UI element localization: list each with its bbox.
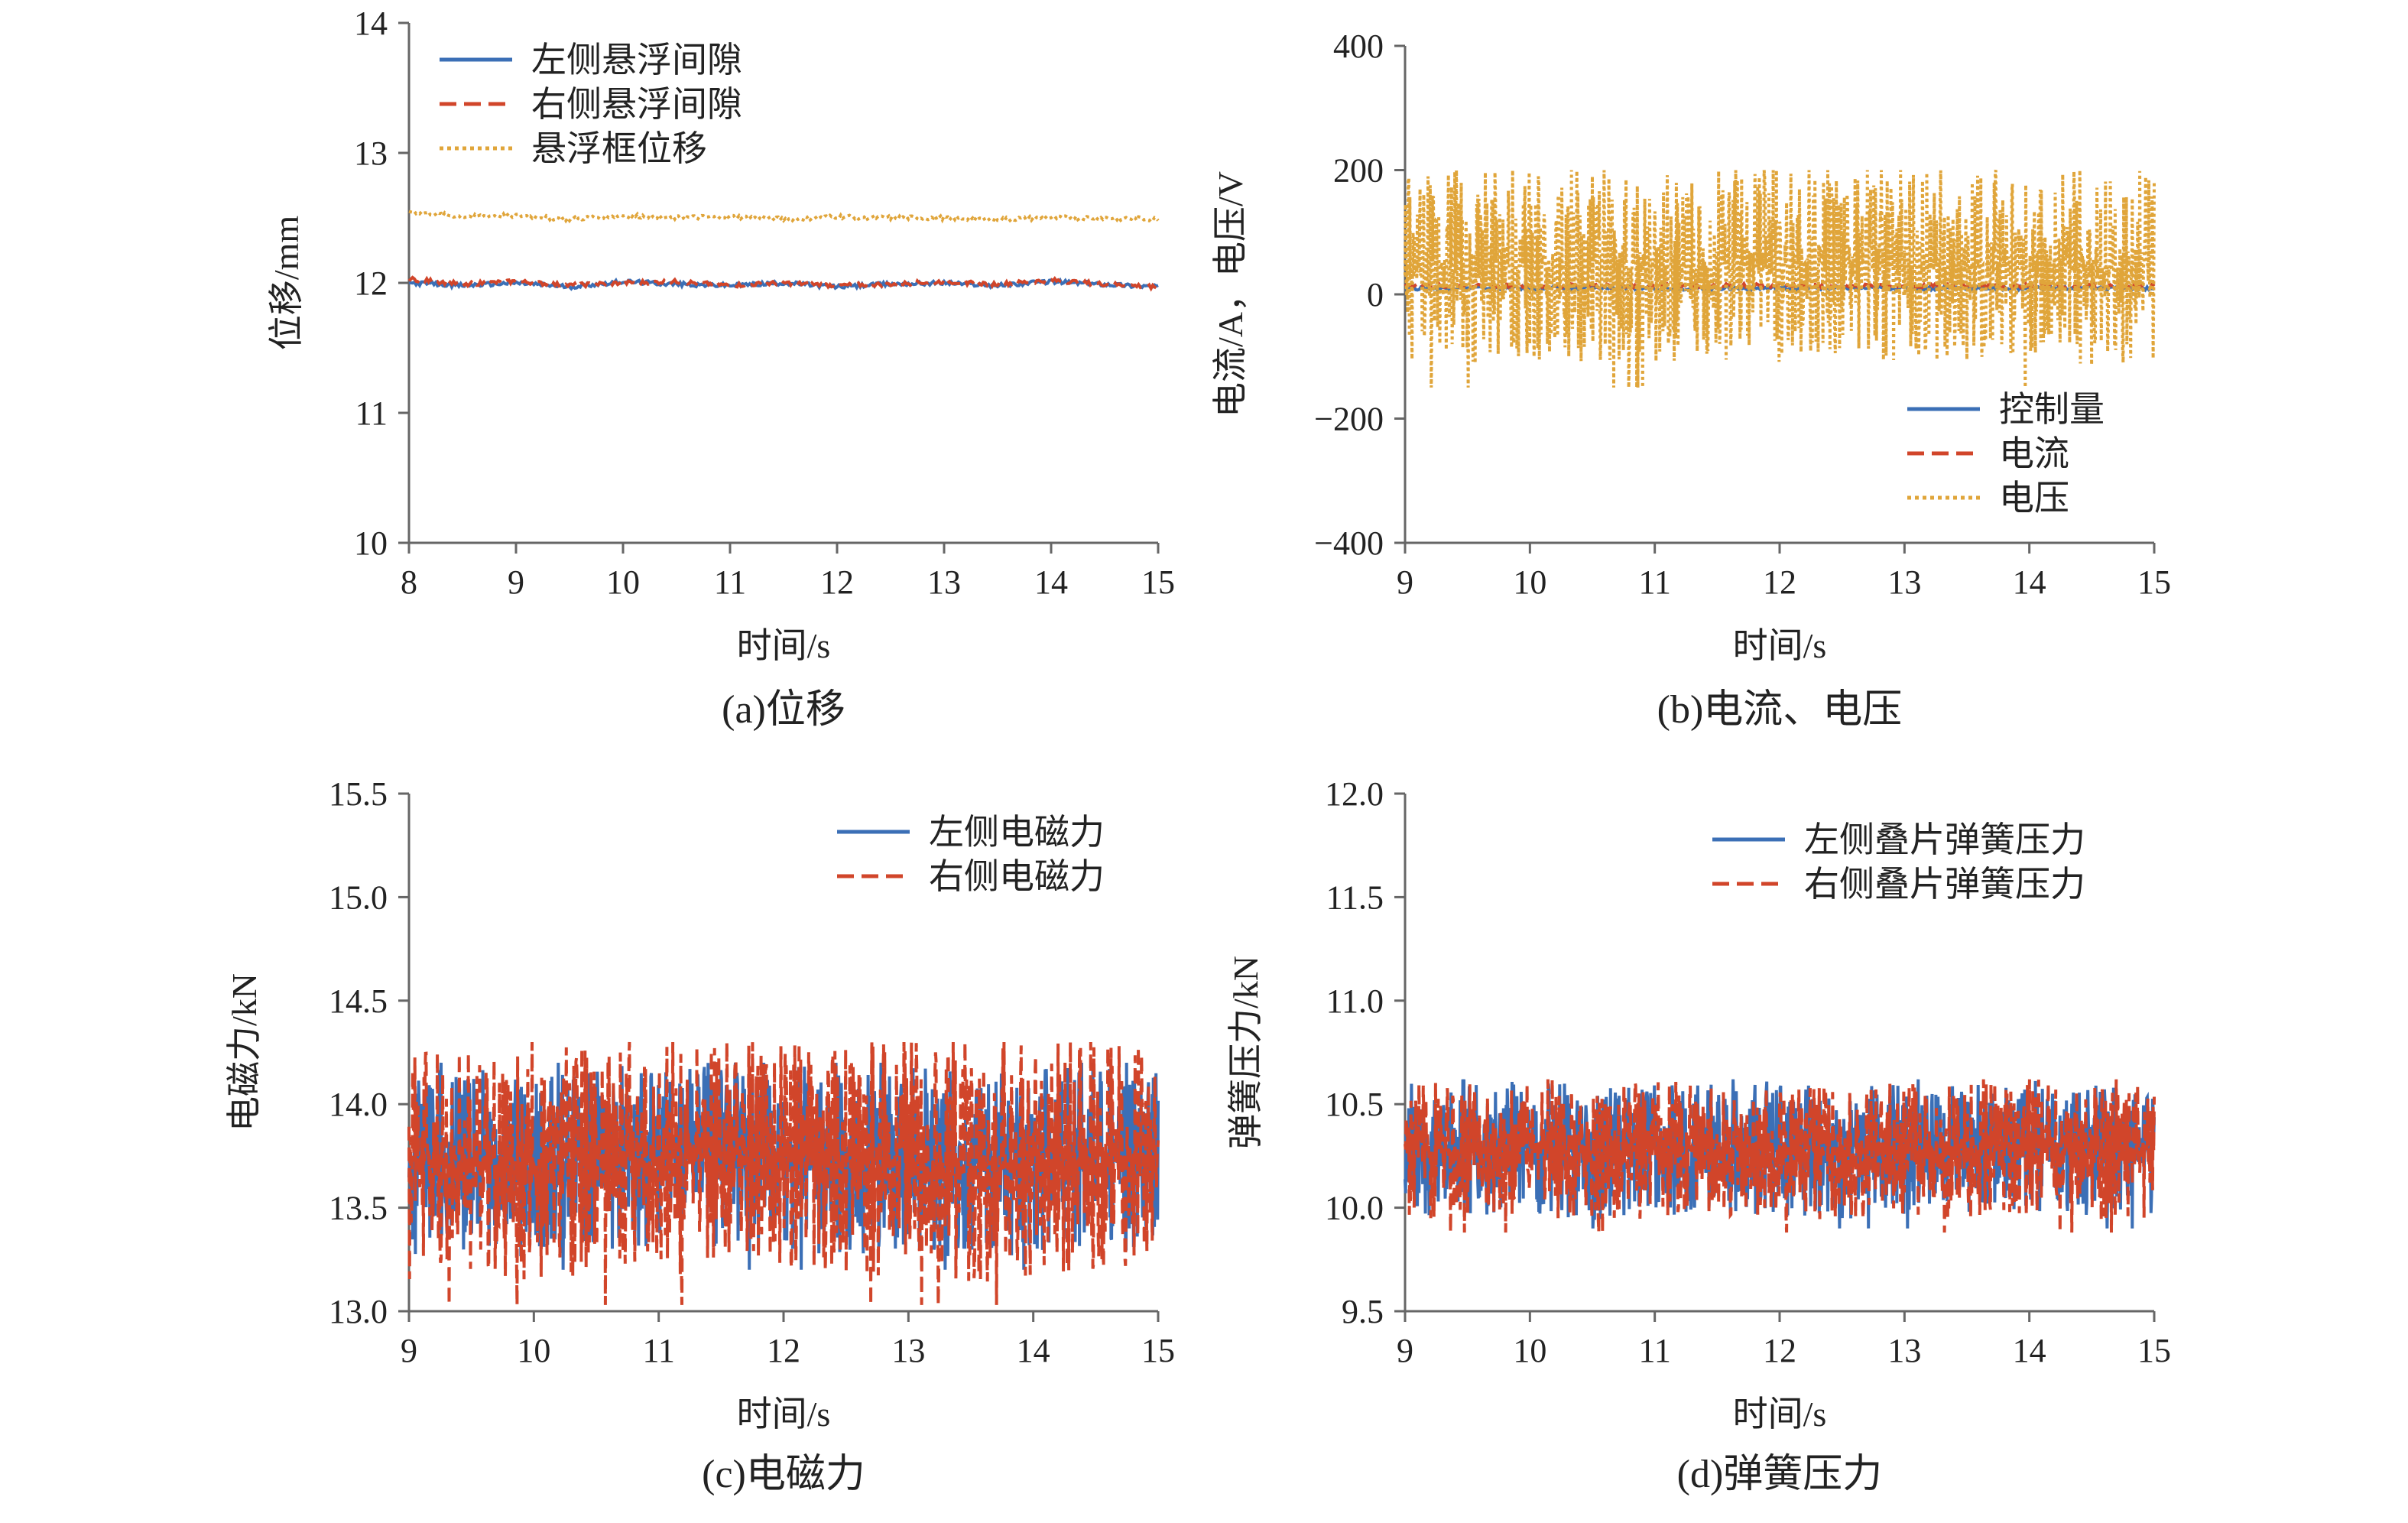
x-axis-label: 时间/s [1733, 626, 1827, 665]
series-line [407, 275, 1159, 292]
y-tick-label: 13.5 [329, 1190, 388, 1227]
x-tick-label: 9 [1397, 563, 1413, 601]
x-tick-label: 9 [401, 1332, 417, 1369]
x-tick-label: 12 [767, 1332, 800, 1369]
x-tick-label: 10 [1513, 1332, 1546, 1369]
y-tick-label: 10.5 [1325, 1086, 1384, 1123]
x-tick-label: 11 [642, 1332, 674, 1369]
series-2 [1404, 1079, 2156, 1233]
chart-panel-2: −400 −200 0 200 400 9 10 11 12 13 14 15 时间/s 电流/A，电压/… [1211, 28, 2171, 732]
legend-label: 控制量 [1999, 390, 2105, 429]
y-tick-label: −200 [1314, 401, 1384, 438]
y-tick-label: 12.0 [1325, 775, 1384, 813]
series-2 [407, 275, 1159, 292]
x-tick-label: 15 [1141, 1332, 1175, 1369]
y-axis-label: 位移/mm [267, 216, 306, 351]
y-axis-label: 弹簧压力/kN [1226, 956, 1265, 1149]
y-axis-label: 电磁力/kN [225, 973, 264, 1132]
y-tick-label: 13 [354, 135, 388, 172]
panel-caption: (c)电磁力 [702, 1453, 865, 1496]
x-tick-label: 14 [2013, 563, 2046, 601]
y-tick-label: 15.0 [329, 878, 388, 916]
x-tick-label: 13 [1887, 1332, 1921, 1369]
legend-label: 右侧叠片弹簧压力 [1804, 865, 2085, 904]
y-tick-label: 10 [354, 524, 388, 562]
series-2 [407, 1041, 1160, 1305]
x-tick-label: 10 [517, 1332, 550, 1369]
panel-caption: (b)电流、电压 [1657, 688, 1903, 732]
x-tick-label: 15 [1141, 563, 1175, 601]
x-tick-label: 13 [891, 1332, 925, 1369]
series-line [1404, 1079, 2156, 1233]
legend-label: 电压 [1999, 479, 2069, 518]
x-tick-label: 11 [1638, 563, 1670, 601]
y-tick-label: 11.0 [1326, 982, 1384, 1020]
chart-panel-3: 13.0 13.5 14.0 14.5 15.0 15.5 9 10 11 12 13 14 15 时间/… [225, 775, 1175, 1496]
legend-label: 左侧悬浮间隙 [531, 41, 742, 80]
panel-caption: (a)位移 [722, 688, 845, 732]
series-line [408, 209, 1160, 224]
x-tick-label: 12 [820, 563, 854, 601]
x-axis-label: 时间/s [737, 626, 831, 665]
x-axis-label: 时间/s [737, 1395, 831, 1434]
y-tick-label: 14.5 [329, 982, 388, 1020]
y-tick-label: 11.5 [1326, 878, 1384, 916]
legend-label: 右侧电磁力 [929, 857, 1105, 896]
x-tick-label: 13 [927, 563, 961, 601]
x-tick-label: 14 [2013, 1332, 2046, 1369]
series-line [407, 1041, 1160, 1305]
x-tick-label: 15 [2137, 1332, 2171, 1369]
x-tick-label: 8 [401, 563, 417, 601]
legend-label: 左侧电磁力 [929, 813, 1105, 852]
y-tick-label: 200 [1333, 152, 1384, 190]
x-tick-label: 10 [606, 563, 640, 601]
y-tick-label: 400 [1333, 28, 1384, 65]
y-tick-label: 12 [354, 265, 388, 302]
x-tick-label: 12 [1763, 1332, 1796, 1369]
y-tick-label: 13.0 [329, 1293, 388, 1330]
legend-label: 左侧叠片弹簧压力 [1804, 820, 2085, 859]
x-tick-label: 10 [1513, 563, 1546, 601]
x-tick-label: 14 [1017, 1332, 1050, 1369]
x-tick-label: 13 [1887, 563, 1921, 601]
x-tick-label: 15 [2137, 563, 2171, 601]
x-tick-label: 11 [1638, 1332, 1670, 1369]
chart-panel-1: 10 11 12 13 14 8 9 10 11 12 13 14 15 时间/s 位移/mm (a)位移 左侧… [267, 5, 1175, 732]
y-tick-label: 9.5 [1342, 1293, 1384, 1330]
y-tick-label: −400 [1314, 524, 1384, 562]
x-tick-label: 14 [1034, 563, 1068, 601]
series-3 [408, 209, 1160, 224]
legend-label: 悬浮框位移 [531, 129, 707, 168]
series-line [408, 277, 1159, 291]
chart-panel-4: 9.5 10.0 10.5 11.0 11.5 12.0 9 10 11 12 13 14 15 时间/s… [1226, 775, 2171, 1496]
panel-caption: (d)弹簧压力 [1677, 1453, 1883, 1496]
y-tick-label: 14 [354, 5, 388, 42]
series-3 [1404, 169, 2156, 388]
x-axis-label: 时间/s [1733, 1395, 1827, 1434]
x-tick-label: 9 [508, 563, 524, 601]
x-tick-label: 11 [714, 563, 746, 601]
y-tick-label: 10.0 [1325, 1190, 1384, 1227]
y-tick-label: 14.0 [329, 1086, 388, 1123]
y-tick-label: 0 [1367, 276, 1384, 313]
series-line [1404, 169, 2156, 388]
y-axis-label: 电流/A，电压/V [1211, 171, 1250, 417]
y-tick-label: 15.5 [329, 775, 388, 813]
legend-label: 电流 [1999, 434, 2069, 473]
y-tick-label: 11 [355, 395, 388, 432]
x-tick-label: 9 [1397, 1332, 1413, 1369]
x-tick-label: 12 [1763, 563, 1796, 601]
legend-label: 右侧悬浮间隙 [531, 85, 742, 124]
